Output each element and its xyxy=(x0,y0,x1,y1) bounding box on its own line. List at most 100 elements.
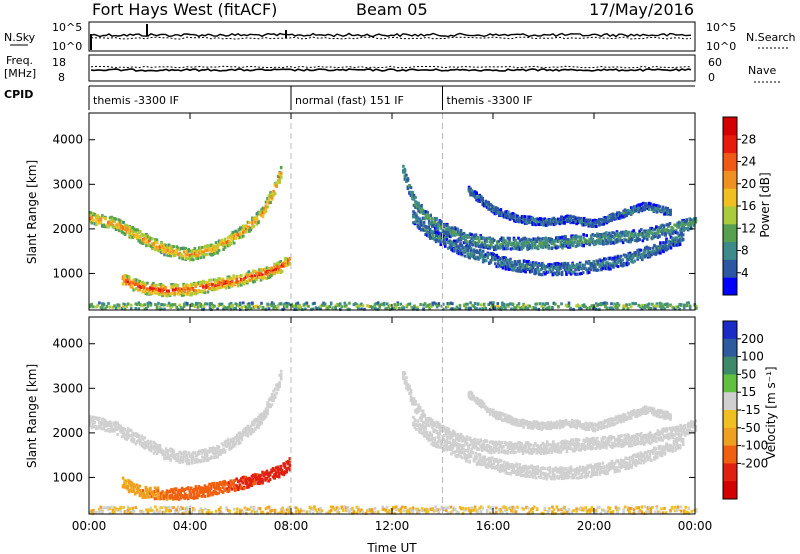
echo-cell xyxy=(272,395,275,399)
echo-cell xyxy=(554,302,557,306)
echo-cell xyxy=(130,481,134,485)
echo-cell xyxy=(630,232,634,236)
echo-cell xyxy=(257,417,260,421)
echo-cell xyxy=(492,255,496,259)
echo-cell xyxy=(232,444,236,448)
echo-cell xyxy=(483,239,487,243)
echo-cell xyxy=(539,217,542,221)
echo-cell xyxy=(672,242,676,246)
echo-cell xyxy=(574,237,578,240)
echo-cell xyxy=(680,238,683,242)
echo-cell xyxy=(524,267,527,271)
echo-cell xyxy=(211,248,215,251)
echo-cell xyxy=(243,305,247,308)
echo-cell xyxy=(661,205,665,209)
echo-cell xyxy=(225,439,228,443)
echo-cell xyxy=(500,236,504,240)
echo-cell xyxy=(507,264,511,268)
echo-cell xyxy=(616,255,620,259)
echo-cell xyxy=(248,302,251,306)
echo-cell xyxy=(512,241,516,245)
echo-cell xyxy=(238,282,242,286)
echo-cell xyxy=(214,287,217,291)
echo-cell xyxy=(121,275,125,279)
echo-cell xyxy=(142,437,145,441)
echo-cell xyxy=(254,427,257,431)
echo-cell xyxy=(110,222,113,226)
echo-cell xyxy=(610,215,613,219)
echo-cell xyxy=(651,203,654,207)
echo-cell xyxy=(562,237,566,241)
echo-cell xyxy=(661,304,665,308)
echo-cell xyxy=(311,302,315,306)
echo-cell xyxy=(557,270,561,273)
echo-cell xyxy=(448,302,451,306)
echo-cell xyxy=(278,384,281,388)
echo-cell xyxy=(635,234,638,238)
echo-cell xyxy=(231,444,234,448)
echo-cell xyxy=(266,302,269,306)
echo-cell xyxy=(661,230,664,234)
echo-cell xyxy=(513,265,517,269)
echo-cell xyxy=(530,240,534,243)
echo-cell xyxy=(670,230,673,234)
echo-cell xyxy=(566,264,570,268)
echo-cell xyxy=(270,403,274,407)
echo-cell xyxy=(641,258,644,262)
echo-cell xyxy=(89,418,92,422)
nsky-series-line xyxy=(90,32,692,38)
echo-cell xyxy=(536,266,539,270)
echo-cell xyxy=(123,277,126,280)
echo-cell xyxy=(181,456,184,460)
echo-cell xyxy=(237,280,240,284)
echo-cell xyxy=(205,252,209,256)
echo-cell xyxy=(205,284,208,288)
echo-cell xyxy=(659,224,663,228)
echo-cell xyxy=(412,195,416,199)
echo-cell xyxy=(446,228,449,232)
freq-panel: Freq. [MHz] 18 8 60 0 Nave xyxy=(4,54,780,84)
echo-cell xyxy=(202,255,206,259)
power-ylabel: Slant Range [km] xyxy=(25,160,39,264)
echo-cell xyxy=(242,224,245,228)
echo-cell xyxy=(474,233,478,237)
echo-cell xyxy=(607,263,611,267)
echo-cell xyxy=(181,452,184,456)
echo-cell xyxy=(595,225,598,228)
echo-cell xyxy=(433,226,437,230)
echo-cell xyxy=(222,443,225,447)
echo-cell xyxy=(508,302,512,306)
echo-cell xyxy=(544,272,547,276)
echo-cell xyxy=(545,264,549,268)
echo-cell xyxy=(506,258,509,262)
echo-cell xyxy=(575,272,579,276)
echo-cell xyxy=(90,215,94,219)
echo-cell xyxy=(510,307,513,311)
echo-cell xyxy=(546,306,550,310)
echo-cell xyxy=(357,304,360,308)
echo-cell xyxy=(620,214,624,218)
echo-cell xyxy=(473,190,477,194)
echo-cell xyxy=(553,265,556,269)
echo-cell xyxy=(537,272,541,276)
echo-cell xyxy=(178,256,181,260)
echo-cell xyxy=(691,222,695,226)
echo-cell xyxy=(163,249,166,253)
echo-cell xyxy=(92,425,95,429)
echo-cell xyxy=(98,216,101,219)
echo-cell xyxy=(648,255,652,259)
echo-cell xyxy=(595,302,598,306)
echo-cell xyxy=(490,204,494,208)
echo-cell xyxy=(133,287,137,291)
echo-cell xyxy=(450,226,454,230)
echo-cell xyxy=(175,306,178,309)
date-title: 17/May/2016 xyxy=(589,0,694,19)
echo-cell xyxy=(258,304,262,308)
echo-cell xyxy=(120,230,124,234)
echo-cell xyxy=(134,230,138,234)
echo-cell xyxy=(606,266,609,270)
echo-cell xyxy=(190,293,193,297)
echo-cell xyxy=(458,231,461,235)
echo-cell xyxy=(484,306,487,310)
echo-cell xyxy=(136,440,139,444)
